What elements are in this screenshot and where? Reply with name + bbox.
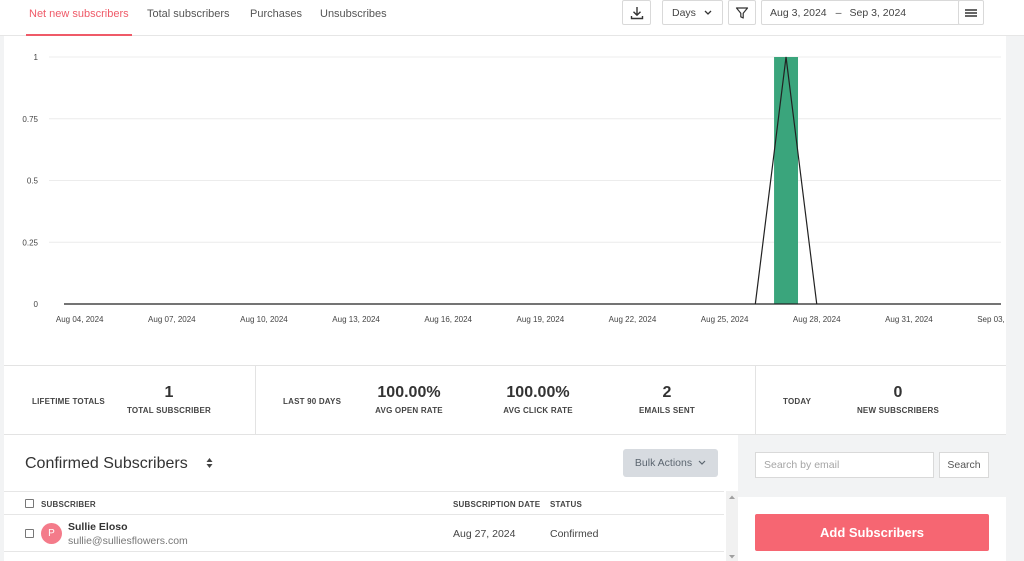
- stat-avg-click-rate: 100.00% AVG CLICK RATE: [468, 384, 608, 415]
- date-end: Sep 3, 2024: [849, 6, 907, 19]
- column-status[interactable]: STATUS: [550, 500, 583, 509]
- hamburger-icon: [965, 8, 977, 17]
- x-tick-label: Aug 22, 2024: [609, 315, 657, 324]
- divider: [255, 366, 256, 436]
- top-bar: Net new subscribers Total subscribers Pu…: [0, 0, 1024, 36]
- search-panel: Search: [738, 435, 1006, 497]
- tab-total-subscribers[interactable]: Total subscribers: [147, 8, 230, 20]
- search-email-input[interactable]: [755, 452, 934, 478]
- stat-avg-open-rate: 100.00% AVG OPEN RATE: [339, 384, 479, 415]
- stats-bar: LIFETIME TOTALS 1 TOTAL SUBSCRIBER LAST …: [4, 365, 1006, 436]
- date-separator: –: [835, 6, 842, 19]
- x-tick-label: Aug 04, 2024: [56, 315, 104, 324]
- status-text: Confirmed: [550, 528, 599, 540]
- y-tick-label: 0.75: [22, 115, 38, 124]
- subscriber-name[interactable]: Sullie Eloso: [68, 521, 128, 533]
- search-button[interactable]: Search: [939, 452, 989, 478]
- page-gutter: [1006, 36, 1024, 561]
- net-new-subscribers-chart: 0 0.25 0.5 0.75 1 Aug 04, 2024 Aug 07, 2024 Aug…: [22, 53, 1006, 324]
- chart-panel: 0 0.25 0.5 0.75 1 Aug 04, 2024 Aug 07, 2024 Aug…: [4, 36, 1006, 365]
- download-icon: [630, 6, 643, 19]
- scroll-up-icon[interactable]: [726, 493, 738, 501]
- stat-label: AVG CLICK RATE: [503, 406, 573, 415]
- stat-label: NEW SUBSCRIBERS: [856, 406, 940, 415]
- add-panel: Add Subscribers: [738, 497, 1006, 561]
- date-start: Aug 3, 2024: [770, 6, 827, 19]
- avatar: P: [41, 523, 62, 544]
- x-tick-label: Aug 07, 2024: [148, 315, 196, 324]
- y-tick-label: 1: [34, 53, 39, 62]
- granularity-value: Days: [672, 6, 696, 19]
- stat-label: EMAILS SENT: [639, 406, 695, 415]
- column-subscription-date[interactable]: SUBSCRIPTION DATE: [453, 500, 541, 509]
- series-line: [754, 56, 818, 305]
- y-tick-label: 0: [34, 300, 39, 309]
- table-header: SUBSCRIBER SUBSCRIPTION DATE STATUS: [4, 491, 724, 515]
- tab-net-new-subscribers[interactable]: Net new subscribers: [26, 0, 132, 36]
- select-all-checkbox[interactable]: [25, 499, 34, 508]
- x-tick-label: Aug 31, 2024: [885, 315, 933, 324]
- x-tick-label: Aug 19, 2024: [517, 315, 565, 324]
- table-row[interactable]: P Sullie Eloso sullie@sulliesflowers.com…: [4, 516, 724, 552]
- column-subscriber[interactable]: SUBSCRIBER: [41, 500, 96, 509]
- tab-purchases[interactable]: Purchases: [250, 8, 302, 20]
- stat-new-subscribers: 0 NEW SUBSCRIBERS: [828, 384, 968, 415]
- x-tick-label: Aug 13, 2024: [332, 315, 380, 324]
- chevron-down-icon: [704, 10, 712, 15]
- last-90-days-label: LAST 90 DAYS: [283, 397, 342, 406]
- stat-label: TOTAL SUBSCRIBER: [126, 406, 212, 415]
- stat-emails-sent: 2 EMAILS SENT: [597, 384, 737, 415]
- date-range-picker[interactable]: Aug 3, 2024 – Sep 3, 2024: [761, 0, 960, 25]
- filter-button[interactable]: [728, 0, 756, 25]
- stat-total-subscriber: 1 TOTAL SUBSCRIBER: [99, 384, 239, 415]
- granularity-select[interactable]: Days: [662, 0, 723, 25]
- subscribers-list-title[interactable]: Confirmed Subscribers: [25, 455, 188, 472]
- subscription-date: Aug 27, 2024: [453, 528, 516, 540]
- chevron-down-icon: [698, 460, 706, 465]
- subscribers-panel: Confirmed Subscribers Bulk Actions SUBSC…: [4, 435, 738, 561]
- subscriber-email: sullie@sulliesflowers.com: [68, 535, 188, 547]
- sort-icon[interactable]: [206, 457, 213, 469]
- stat-value: 100.00%: [506, 384, 570, 401]
- x-tick-label: Aug 16, 2024: [424, 315, 472, 324]
- x-tick-label: Aug 28, 2024: [793, 315, 841, 324]
- x-tick-label: Sep 03, 2024: [977, 315, 1006, 324]
- today-label: TODAY: [783, 397, 812, 406]
- stat-label: AVG OPEN RATE: [375, 406, 443, 415]
- menu-button[interactable]: [958, 0, 984, 25]
- tab-unsubscribes[interactable]: Unsubscribes: [320, 8, 387, 20]
- stat-value: 100.00%: [377, 384, 441, 401]
- x-tick-label: Aug 10, 2024: [240, 315, 288, 324]
- bar-aug-27: [774, 57, 799, 304]
- add-subscribers-button[interactable]: Add Subscribers: [755, 514, 989, 551]
- table-scrollbar[interactable]: [726, 491, 738, 561]
- filter-icon: [735, 6, 749, 19]
- bulk-actions-button[interactable]: Bulk Actions: [623, 449, 718, 477]
- bulk-actions-label: Bulk Actions: [634, 457, 693, 469]
- scroll-down-icon[interactable]: [726, 553, 738, 561]
- y-tick-label: 0.5: [27, 177, 39, 186]
- divider: [755, 366, 756, 436]
- row-checkbox[interactable]: [25, 529, 34, 538]
- download-button[interactable]: [622, 0, 651, 25]
- stat-value: 2: [662, 384, 672, 401]
- lifetime-totals-label: LIFETIME TOTALS: [32, 397, 105, 406]
- stat-value: 0: [893, 384, 903, 401]
- x-tick-label: Aug 25, 2024: [701, 315, 749, 324]
- y-tick-label: 0.25: [22, 238, 38, 247]
- stat-value: 1: [164, 384, 174, 401]
